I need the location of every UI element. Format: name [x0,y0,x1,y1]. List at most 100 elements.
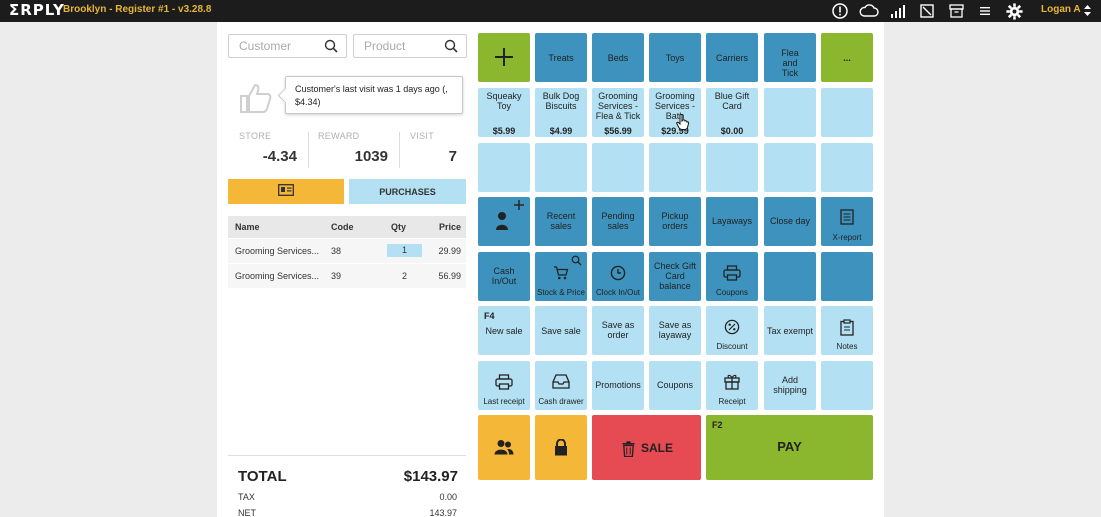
save-sale-button[interactable]: Save sale [535,306,587,355]
product-blue-gift-card[interactable]: Blue Gift Card $0.00 [706,88,758,137]
cell-name: Grooming Services... [235,271,320,281]
category-toys[interactable]: Toys [649,33,701,82]
menu-icon[interactable] [973,0,997,22]
trash-icon [622,441,635,459]
cash-drawer-button[interactable]: Cash drawer [535,361,587,410]
empty-tile[interactable] [764,252,816,301]
product-squeaky-toy[interactable]: Squeaky Toy $5.99 [478,88,530,137]
top-bar: ΣRPLY Brooklyn - Register #1 - v3.28.8 L… [0,0,1101,22]
cell-name: Grooming Services... [235,246,320,256]
visit-label: VISIT [410,131,435,141]
empty-tile[interactable] [649,143,701,192]
gift-receipt-button[interactable]: Receipt [706,361,758,410]
coupons-print-button[interactable]: Coupons [706,252,758,301]
button-label: Cash drawer [538,397,584,406]
thumbs-up-icon[interactable] [239,82,273,119]
product-search[interactable] [353,34,467,58]
empty-tile[interactable] [478,143,530,192]
lock-button[interactable] [535,415,587,480]
search-icon[interactable] [444,39,458,58]
resize-icon[interactable] [915,0,939,22]
cloud-icon[interactable] [857,0,881,22]
tax-exempt-button[interactable]: Tax exempt [764,306,816,355]
last-receipt-button[interactable]: Last receipt [478,361,530,410]
store-value: -4.34 [262,148,297,165]
cell-code: 38 [331,246,342,256]
button-label: Add shipping [773,375,807,395]
x-report-button[interactable]: X-report [821,197,873,246]
sale-button[interactable]: SALE [592,415,701,480]
product-grooming-flea-tick[interactable]: Grooming Services - Flea & Tick $56.99 [592,88,644,137]
product-price: $29.99 [661,126,689,136]
new-sale-button[interactable]: F4 New sale [478,306,530,355]
coupons-button[interactable]: Coupons [649,361,701,410]
archive-icon[interactable] [944,0,968,22]
category-treats[interactable]: Treats [535,33,587,82]
tray-icon [535,374,587,389]
net-label: NET [238,508,256,517]
empty-tile[interactable] [764,88,816,137]
layaways-button[interactable]: Layaways [706,197,758,246]
add-product-button[interactable] [478,33,530,82]
table-row[interactable]: Grooming Services... 38 1 29.99 [228,239,466,263]
tax-label: TAX [238,492,255,502]
product-price: $4.99 [549,126,573,136]
check-gift-card-button[interactable]: Check Gift Card balance [649,252,701,301]
recent-sales-button[interactable]: Recent sales [535,197,587,246]
user-switch-icon[interactable] [1083,3,1092,23]
gear-icon[interactable] [1002,0,1026,22]
product-bulk-dog-biscuits[interactable]: Bulk Dog Biscuits $4.99 [535,88,587,137]
category-flea-and-tick[interactable]: Flea and Tick [764,33,816,82]
empty-tile[interactable] [764,143,816,192]
customers-button[interactable] [478,415,530,480]
empty-tile[interactable] [706,143,758,192]
cell-qty[interactable]: 2 [401,271,407,281]
close-day-button[interactable]: Close day [764,197,816,246]
table-row[interactable]: Grooming Services... 39 2 56.99 [228,264,466,288]
add-customer-button[interactable] [478,197,530,246]
cell-qty-input[interactable]: 1 [387,244,422,257]
cash-in-out-button[interactable]: Cash In/Out [478,252,530,301]
sale-label: SALE [641,441,674,455]
alert-icon[interactable] [828,0,852,22]
customer-card-button[interactable] [228,179,344,204]
empty-tile[interactable] [821,88,873,137]
button-label: Receipt [718,397,746,406]
save-as-order-button[interactable]: Save as order [592,306,644,355]
cart-icon [535,266,587,280]
person-icon [478,211,530,231]
category-carriers[interactable]: Carriers [706,33,758,82]
product-grooming-bath[interactable]: Grooming Services - Bath $29.99 [649,88,701,137]
customer-search-input[interactable] [229,35,319,57]
clock-in-out-button[interactable]: Clock In/Out [592,252,644,301]
product-search-input[interactable] [354,35,444,57]
empty-tile[interactable] [821,143,873,192]
customer-search[interactable] [228,34,347,58]
more-categories-button[interactable]: ... [821,33,873,82]
visit-value: 7 [448,148,457,165]
empty-tile[interactable] [592,143,644,192]
save-as-layaway-button[interactable]: Save as layaway [649,306,701,355]
category-beds[interactable]: Beds [592,33,644,82]
button-label: Save as order [601,320,635,340]
signal-icon[interactable] [886,0,910,22]
stock-price-button[interactable]: Stock & Price [535,252,587,301]
user-name[interactable]: Logan A [1041,4,1081,15]
notes-button[interactable]: Notes [821,306,873,355]
purchases-button[interactable]: PURCHASES [349,179,466,204]
category-label: Carriers [715,53,748,63]
add-shipping-button[interactable]: Add shipping [764,361,816,410]
discount-button[interactable]: Discount [706,306,758,355]
empty-tile[interactable] [821,252,873,301]
product-name: Grooming Services - Bath [654,91,695,121]
search-icon[interactable] [324,39,338,58]
pending-sales-button[interactable]: Pending sales [592,197,644,246]
button-label: Check Gift Card balance [653,261,696,291]
gift-icon [706,373,758,390]
promotions-button[interactable]: Promotions [592,361,644,410]
app-logo: ΣRPLY [9,1,65,19]
pay-button[interactable]: F2 PAY [706,415,873,480]
empty-tile[interactable] [821,361,873,410]
empty-tile[interactable] [535,143,587,192]
pickup-orders-button[interactable]: Pickup orders [649,197,701,246]
